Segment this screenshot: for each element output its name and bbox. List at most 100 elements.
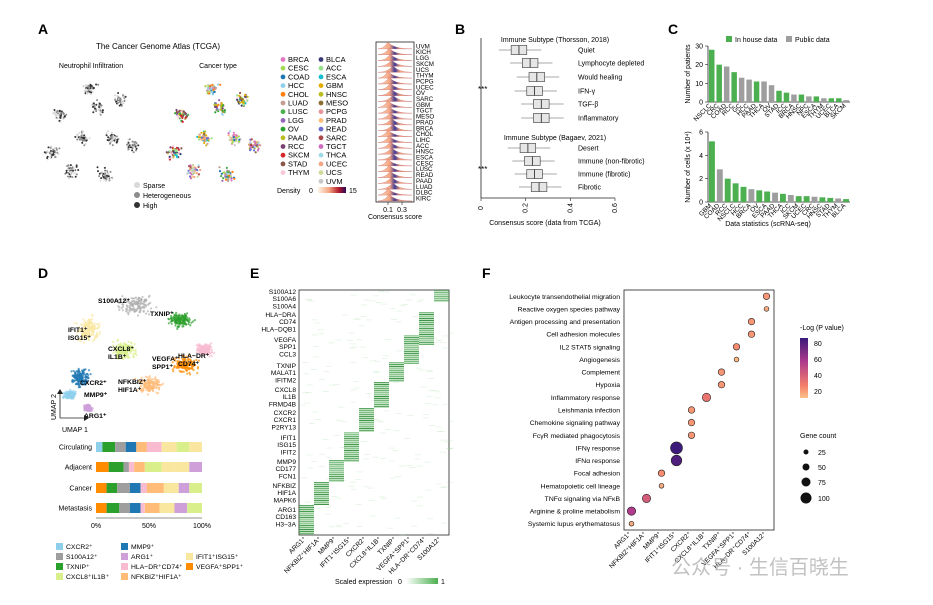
ridge-tick-label: 0.1 [383, 207, 393, 214]
tsne-point [184, 111, 187, 114]
legend-swatch-heterogeneous [134, 192, 140, 198]
umap-point [65, 395, 68, 398]
tsne-point [94, 107, 97, 110]
tsne-point [212, 88, 215, 91]
heatmap-line [314, 488, 329, 489]
tsne-point [113, 139, 116, 142]
heatmap-line [359, 416, 374, 417]
cancer-type-swatch [318, 126, 324, 132]
umap-point [132, 302, 135, 306]
boxplot-tick-label: 0 [478, 206, 485, 210]
heatmap-noise [395, 476, 402, 477]
composition-segment [108, 462, 124, 472]
umap-point [196, 347, 199, 350]
heatmap-gene-label: HLA−DRA [265, 312, 296, 319]
umap-point [169, 320, 172, 323]
heatmap-noise [375, 302, 382, 303]
heatmap-noise [391, 450, 398, 451]
panel-f: Leukocyte transendothelial migration Reac… [509, 289, 844, 571]
cancer-type-legend: BRCACESCCOADHCCCHOLLUADLUSCLGGOVPAADRCCS… [280, 55, 348, 186]
heatmap-noise [356, 526, 363, 527]
boxplots: 0 0.2 0.4 0.6 Quiet Lymphocyte depleted Would … [478, 38, 645, 213]
heatmap-noise [302, 362, 309, 363]
tsne-point [102, 175, 105, 178]
heatmap-line [374, 386, 389, 387]
tsne-point [218, 166, 221, 169]
bar-tick-label: 4 [699, 153, 703, 160]
tsne-point [110, 136, 113, 139]
heatmap-noise [436, 483, 443, 485]
tsne-point [102, 172, 105, 175]
cancer-type-label: UCEC [326, 159, 348, 168]
tsne-point [104, 170, 107, 173]
heatmap-line [419, 334, 434, 335]
umap-point [136, 307, 139, 310]
umap-point [119, 298, 122, 301]
ridge-density [377, 71, 413, 79]
tsne-point [232, 136, 235, 139]
heatmap-noise [381, 303, 387, 305]
tsne-point [109, 142, 112, 144]
tsne-point [106, 173, 109, 176]
heatmap-line [419, 344, 434, 345]
tsne-point [137, 144, 140, 147]
tsne-point [71, 171, 74, 174]
tsne-point [206, 87, 209, 90]
tcga-title: The Cancer Genome Atlas (TCGA) [96, 42, 220, 51]
panel-a: The Cancer Genome Atlas (TCGA) Neutrophi… [43, 41, 434, 221]
tsne-point [67, 175, 69, 178]
umap-point [147, 303, 150, 306]
umap-point [210, 342, 213, 345]
bar [843, 199, 849, 202]
heatmap-noise [306, 384, 313, 386]
tsne-point [205, 134, 208, 137]
tsne-point [101, 111, 104, 114]
cancer-type-label: HNSC [326, 90, 348, 99]
heatmap-noise [399, 305, 406, 306]
tsne-point [227, 176, 230, 179]
umap-point [186, 319, 189, 322]
umap-point [183, 360, 186, 363]
tsne-point [175, 108, 178, 112]
umap-point [151, 388, 154, 391]
legend-swatch-inhouse [726, 36, 732, 42]
legend-swatch [121, 543, 128, 550]
heatmap-line [419, 338, 434, 339]
bar [806, 96, 812, 102]
umap-point [176, 325, 180, 328]
pathway-label: Chemokine signaling pathway [530, 420, 621, 427]
umap-point [173, 365, 176, 368]
heatmap-line [419, 320, 434, 321]
tsne-point [246, 99, 249, 102]
umap-point [76, 373, 79, 376]
tsne-point [232, 131, 235, 134]
umap-point [143, 306, 146, 309]
tsne-point [76, 136, 78, 139]
tsne-point [106, 139, 109, 141]
cancer-type-label: BLCA [326, 55, 346, 64]
cancer-type-label: MESO [326, 99, 348, 108]
heatmap-line [359, 430, 374, 431]
heatmap-noise [305, 299, 312, 300]
heatmap-noise [351, 346, 358, 348]
composition-tick-label: 50% [142, 523, 156, 530]
bar-tick-label: 0 [699, 100, 703, 107]
tsne-point [54, 146, 56, 149]
composition-segment [176, 442, 190, 452]
heatmap-noise [325, 507, 332, 508]
umap-point [65, 393, 68, 396]
composition-segment [96, 483, 107, 493]
ridge-label: LGG [416, 55, 429, 62]
heatmap-noise [365, 319, 372, 321]
cancer-type-swatch [280, 83, 286, 88]
pathway-label: Systemic lupus erythematosus [528, 521, 621, 528]
umap-point [161, 382, 164, 385]
legend-label: TXNIP⁺ [66, 564, 90, 571]
heatmap-gene-label: ISG15 [277, 442, 296, 449]
legend-inhouse: In house data [735, 37, 778, 44]
heatmap-noise [389, 308, 396, 309]
tsne-point [191, 175, 194, 178]
heatmap-noise [360, 441, 367, 442]
tsne-point [80, 135, 83, 138]
